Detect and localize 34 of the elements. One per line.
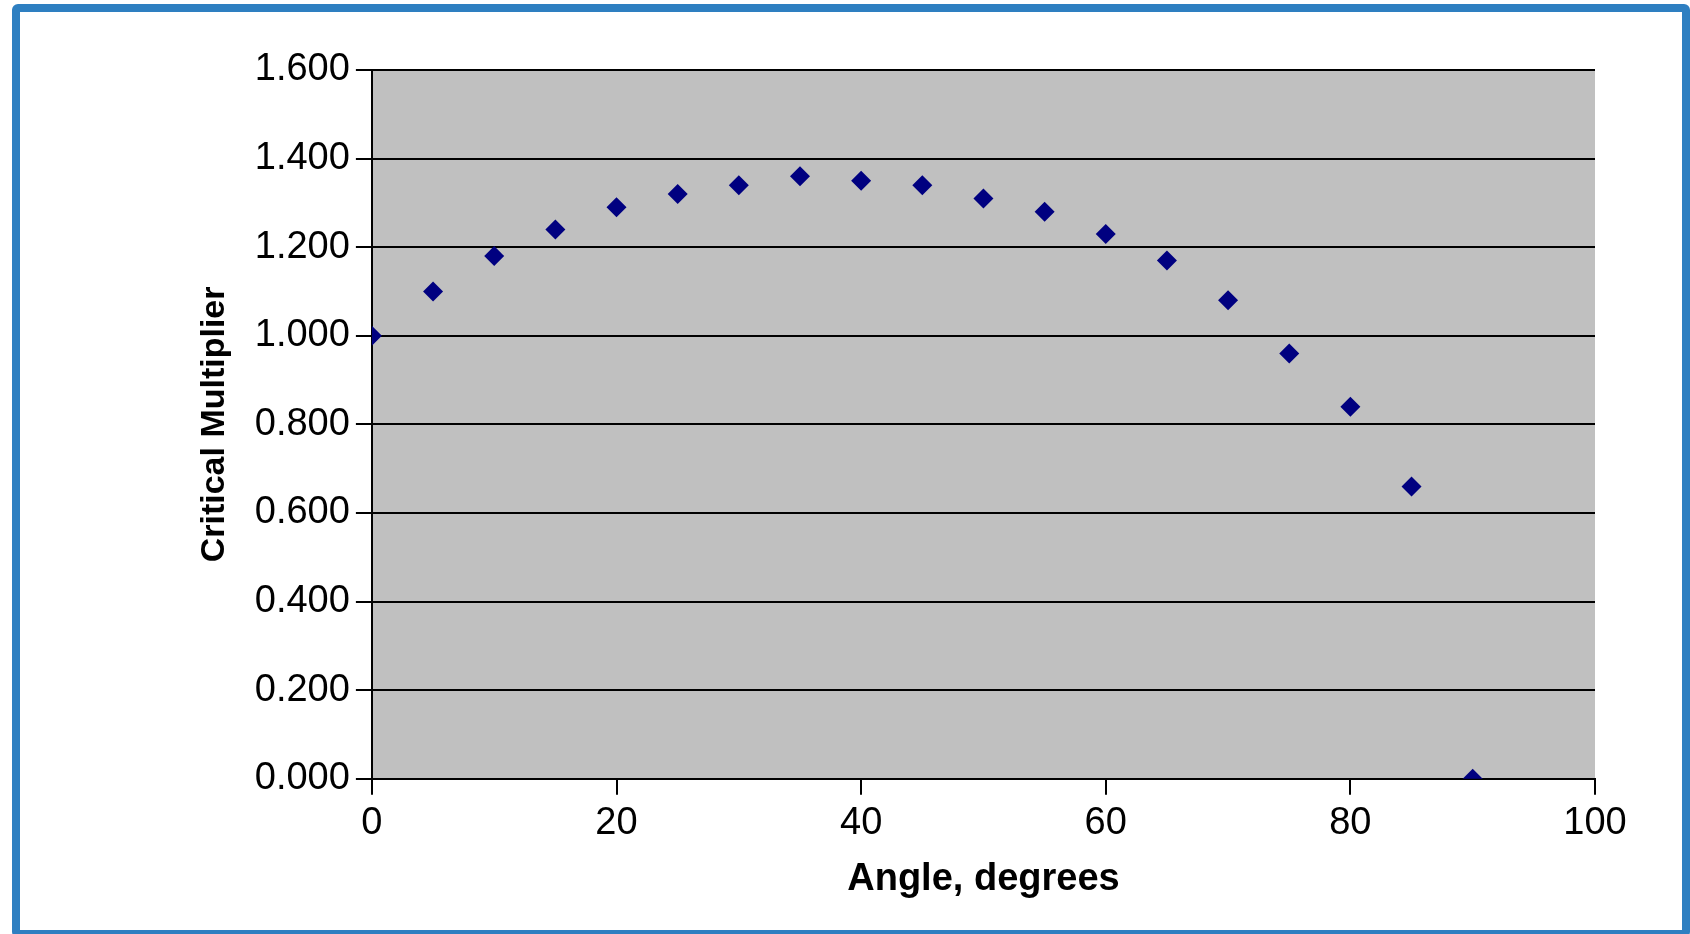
x-tick-label: 40 (840, 800, 883, 843)
y-tick-label: 1.400 (254, 135, 350, 178)
point (606, 197, 627, 218)
x-axis-title: Angle, degrees (847, 855, 1120, 898)
x-tick-label: 20 (595, 800, 638, 843)
point (545, 219, 566, 240)
point (667, 184, 688, 205)
x-tick-label: 60 (1084, 800, 1127, 843)
x-tick-label: 80 (1329, 800, 1372, 843)
point (484, 246, 505, 267)
x-tick-label: 0 (361, 800, 383, 843)
y-tick-label: 1.000 (254, 312, 350, 355)
point (1218, 290, 1239, 311)
y-tick-label: 0.000 (254, 755, 350, 798)
point (423, 281, 444, 302)
y-tick-label: 0.200 (254, 666, 350, 709)
y-axis-title: Critical Multiplier (192, 286, 231, 563)
point (851, 170, 872, 191)
point (1401, 476, 1422, 497)
point (1279, 343, 1300, 364)
point (912, 175, 933, 196)
point (789, 166, 810, 187)
x-tick-label: 100 (1563, 800, 1627, 843)
point (1095, 223, 1116, 244)
y-tick-label: 0.600 (254, 489, 350, 532)
point (728, 175, 749, 196)
y-tick-label: 1.600 (254, 46, 350, 89)
y-tick-label: 0.400 (254, 578, 350, 621)
point (1156, 250, 1177, 271)
point (973, 188, 994, 209)
point (1340, 396, 1361, 417)
point (1034, 201, 1055, 222)
y-tick-label: 1.200 (254, 223, 350, 266)
y-tick-label: 0.800 (254, 400, 350, 443)
